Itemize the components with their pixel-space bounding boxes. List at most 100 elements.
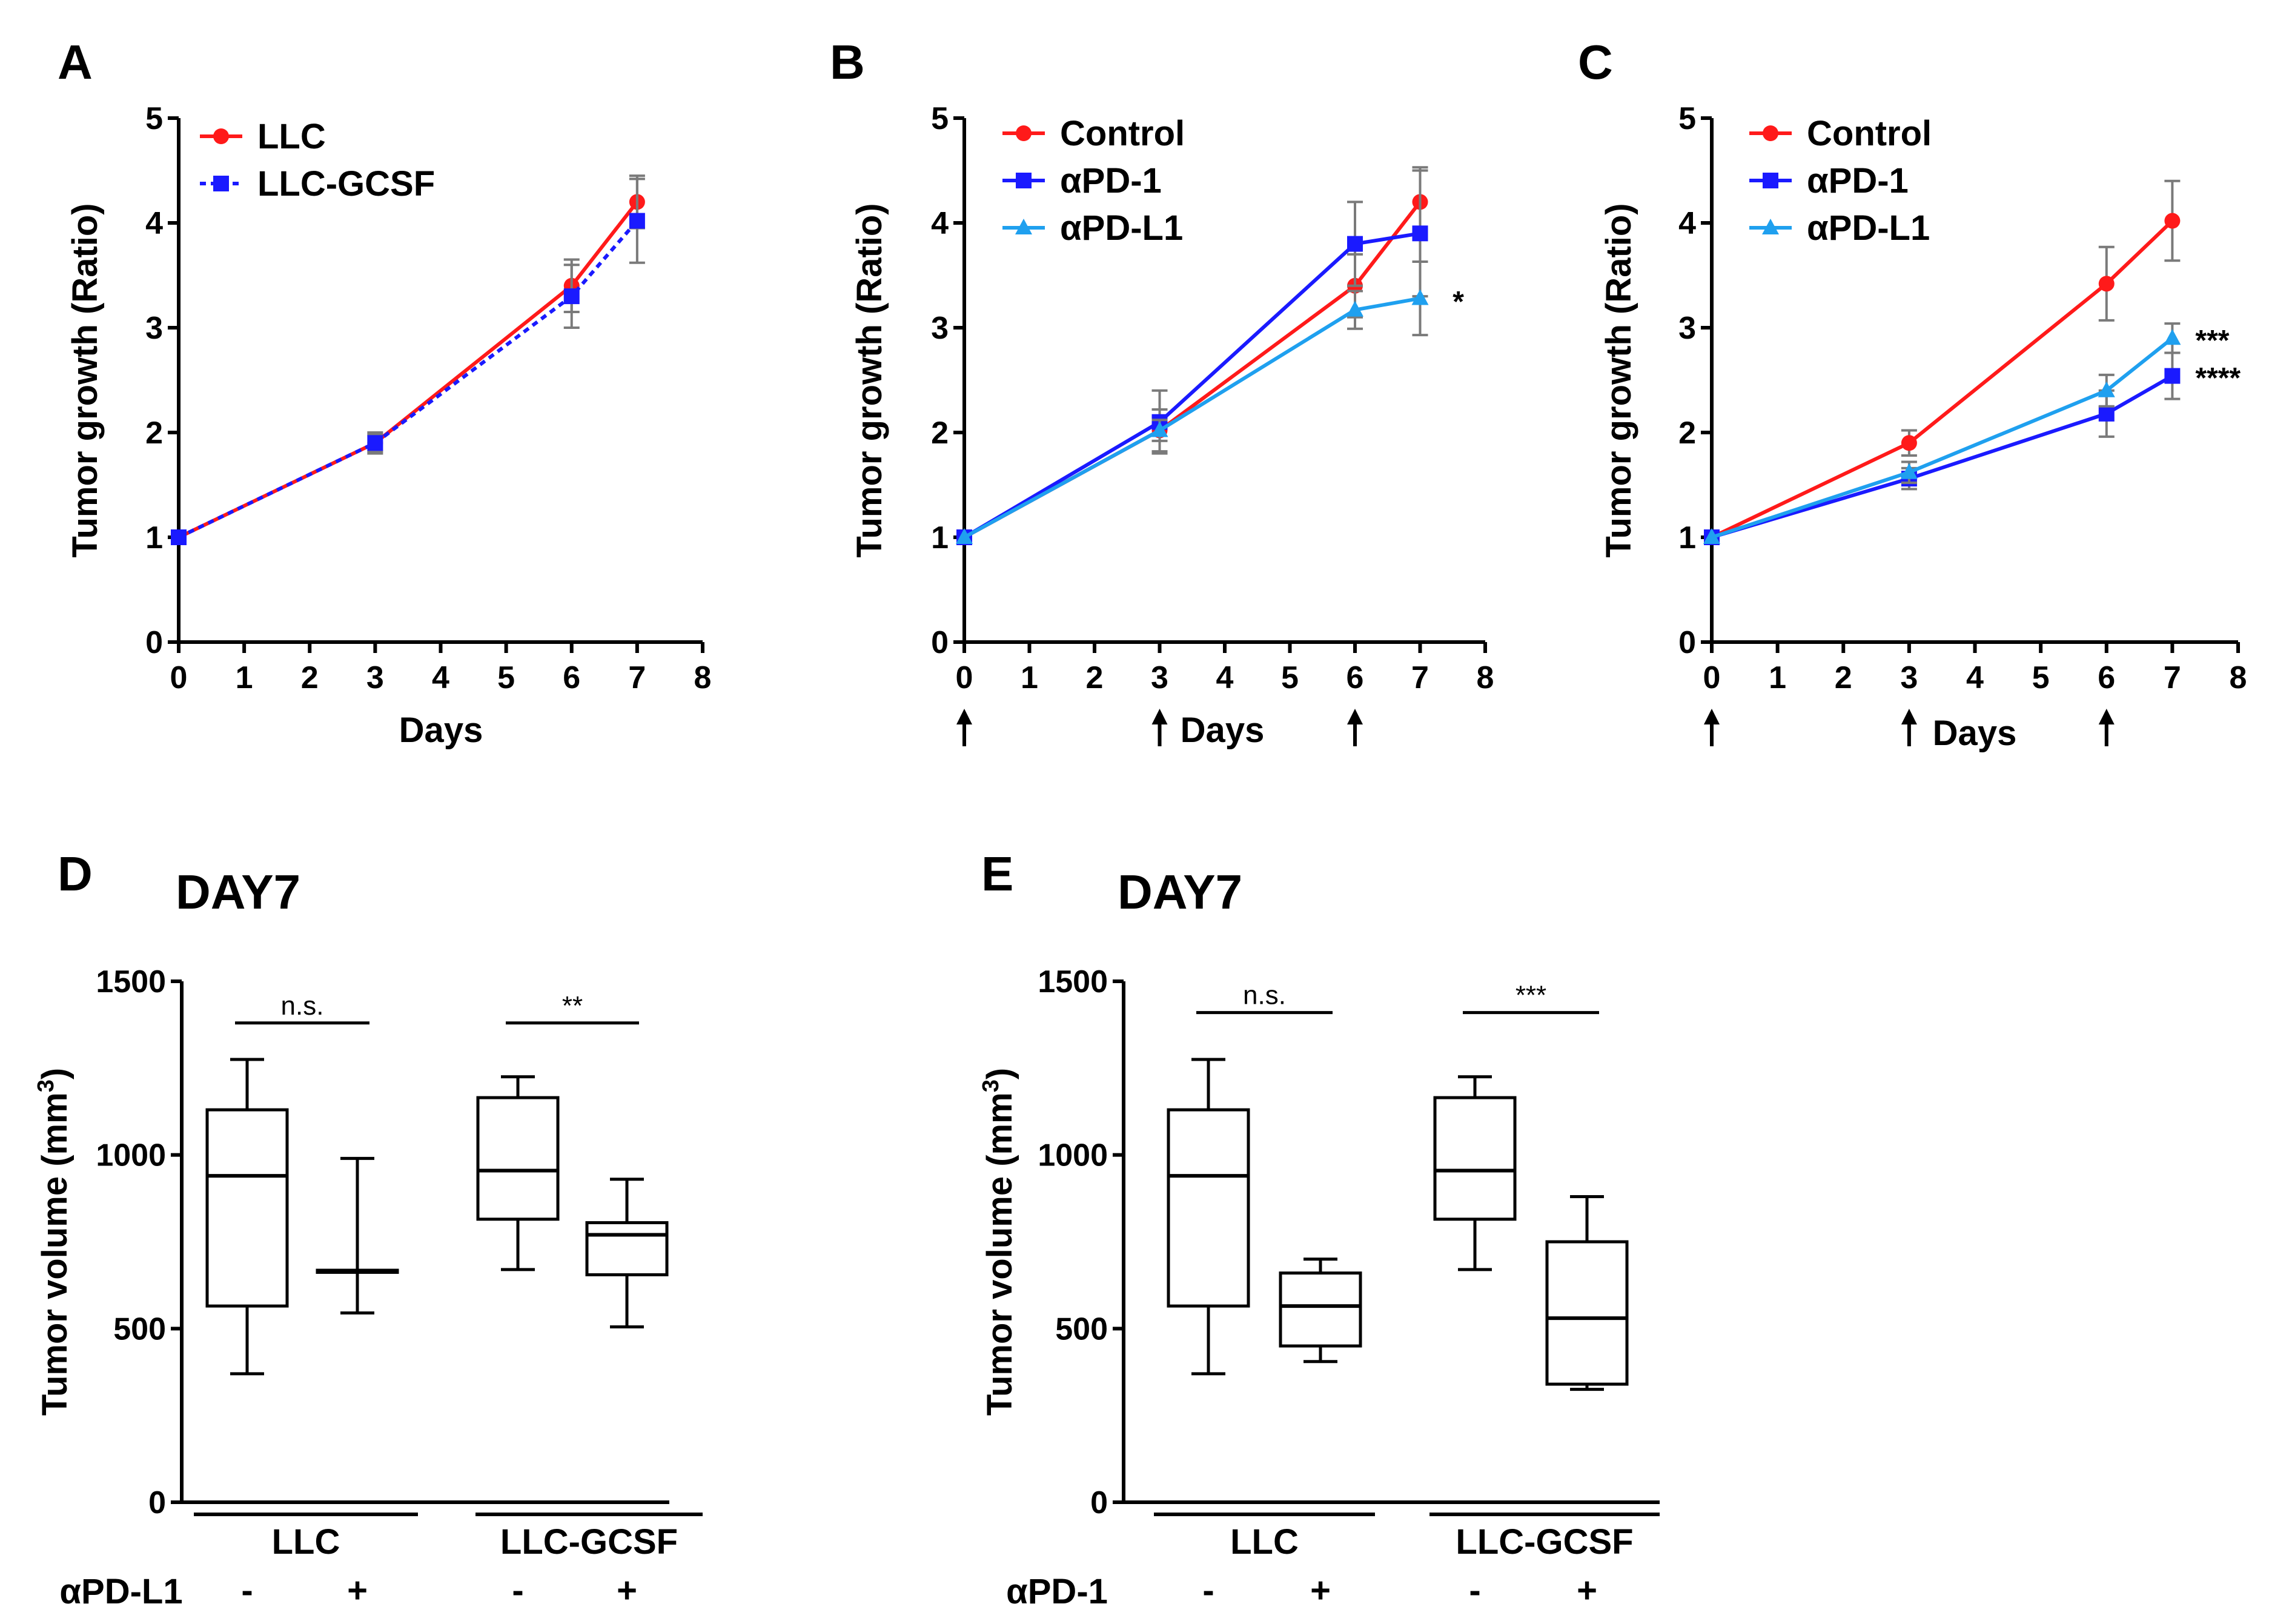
data-point <box>367 435 383 451</box>
x-tick-label: 7 <box>1411 660 1429 695</box>
legend-marker <box>1016 125 1032 141</box>
data-point <box>1703 528 1720 544</box>
y-tick-label: 4 <box>145 206 163 241</box>
y-tick-label: 1000 <box>96 1138 166 1173</box>
significance-annotation: **** <box>2195 362 2241 394</box>
legend-entry: LLC <box>200 117 326 156</box>
dose-arrow <box>956 709 972 746</box>
data-point <box>956 528 973 544</box>
data-point <box>2164 368 2181 384</box>
y-tick-label: 2 <box>145 416 163 451</box>
legend-entry: LLC-GCSF <box>200 164 435 204</box>
y-axis-title: Tumor volume (mm3) <box>978 1068 1019 1416</box>
y-tick-label: 0 <box>145 625 163 660</box>
x-tick-label: 2 <box>301 660 319 695</box>
group-label: LLC <box>1230 1522 1299 1562</box>
y-tick-label: 3 <box>1678 311 1696 346</box>
data-point <box>2098 276 2115 292</box>
y-tick-label: 500 <box>113 1311 166 1347</box>
box-iqr <box>585 1221 669 1276</box>
data-point <box>2098 405 2115 422</box>
x-tick-label: 3 <box>1151 660 1168 695</box>
chart-title: DAY7 <box>1118 865 1242 919</box>
y-axis-title-main: Tumor volume (mm <box>980 1092 1019 1416</box>
legend-entry: αPD-L1 <box>1749 208 1930 248</box>
y-tick-label: 1 <box>931 520 949 555</box>
series-line <box>177 219 639 539</box>
panel-d: D DAY7 0 500 1000 1500 Tumor volume (mm3) n.s. *… <box>33 847 703 1611</box>
group-label: LLC-GCSF <box>500 1522 678 1562</box>
y-tick-label: 1 <box>1678 520 1696 555</box>
y-tick-label: 4 <box>1678 206 1696 241</box>
x-tick-label: 4 <box>432 660 449 695</box>
box <box>1279 1258 1362 1364</box>
treatment-sign: + <box>617 1571 637 1610</box>
arrow-head <box>956 709 972 724</box>
series-line <box>1711 336 2174 539</box>
box <box>1167 1058 1250 1376</box>
legend-label: αPD-1 <box>1807 161 1909 201</box>
series-llc <box>171 174 645 545</box>
legend-entry: αPD-1 <box>1749 161 1909 201</box>
data-point <box>1901 435 1917 451</box>
legend-label: αPD-L1 <box>1060 208 1183 248</box>
x-tick-label: 7 <box>628 660 646 695</box>
box <box>585 1178 669 1328</box>
y-tick-label: 2 <box>931 416 949 451</box>
box <box>205 1058 289 1376</box>
x-tick-label: 4 <box>1216 660 1234 695</box>
legend-label: LLC <box>257 117 326 156</box>
y-tick-label: 5 <box>145 101 163 136</box>
treatment-label: αPD-L1 <box>59 1572 182 1611</box>
y-tick-label: 0 <box>148 1485 166 1520</box>
group-label: LLC <box>272 1522 340 1562</box>
arrow-head <box>2098 709 2115 724</box>
panel-b: B 0 1 2 3 4 5 0 1 2 3 4 5 6 7 8 Days Tumor growth (Ratio)… <box>830 35 1494 750</box>
x-tick-label: 6 <box>2098 660 2115 695</box>
legend-marker <box>1015 219 1032 234</box>
series-line <box>1711 374 2173 539</box>
panel-label: A <box>58 35 93 89</box>
comparison-label: ** <box>562 991 583 1021</box>
treatment-sign: - <box>1202 1571 1214 1610</box>
x-tick-label: 1 <box>236 660 253 695</box>
x-axis-title: Days <box>1181 711 1265 750</box>
data-point <box>171 529 187 545</box>
panel-c: C 0 1 2 3 4 5 0 1 2 3 4 5 6 7 8 Days Tumor growth (Ratio)… <box>1578 35 2247 753</box>
series-line <box>963 231 1420 539</box>
box-iqr <box>1433 1096 1517 1221</box>
arrow-head <box>1347 709 1363 724</box>
legend-entry: Control <box>1749 114 1932 153</box>
dose-arrow <box>1151 709 1168 746</box>
box <box>1433 1075 1517 1271</box>
box-iqr <box>476 1096 560 1221</box>
treatment-sign: + <box>1310 1571 1331 1610</box>
box-iqr <box>1279 1271 1362 1348</box>
x-tick-label: 6 <box>1347 660 1364 695</box>
data-point <box>1151 421 1168 437</box>
y-axis-title-close: ) <box>980 1068 1019 1079</box>
dose-arrow <box>2098 709 2115 746</box>
y-axis-title: Tumor growth (Ratio) <box>65 203 105 557</box>
comparison-label: *** <box>1516 981 1546 1010</box>
y-axis-title-main: Tumor volume (mm <box>35 1092 75 1416</box>
series-control <box>1704 179 2181 545</box>
y-tick-label: 1 <box>145 520 163 555</box>
treatment-label: αPD-1 <box>1006 1572 1108 1611</box>
data-point <box>563 288 580 305</box>
x-tick-label: 3 <box>366 660 384 695</box>
arrow-head <box>1704 709 1720 724</box>
panel-label: E <box>981 847 1013 901</box>
y-tick-label: 4 <box>931 206 949 241</box>
y-tick-label: 3 <box>145 311 163 346</box>
series-line <box>963 201 1422 539</box>
legend-entry: αPD-1 <box>1002 161 1162 201</box>
box <box>1545 1195 1629 1391</box>
x-tick-label: 5 <box>1281 660 1299 695</box>
x-tick-label: 0 <box>170 660 188 695</box>
legend-marker <box>1763 125 1778 141</box>
legend-label: Control <box>1807 114 1932 153</box>
legend-marker <box>1763 173 1778 188</box>
legend-label: αPD-L1 <box>1807 208 1930 248</box>
x-tick-label: 8 <box>694 660 712 695</box>
